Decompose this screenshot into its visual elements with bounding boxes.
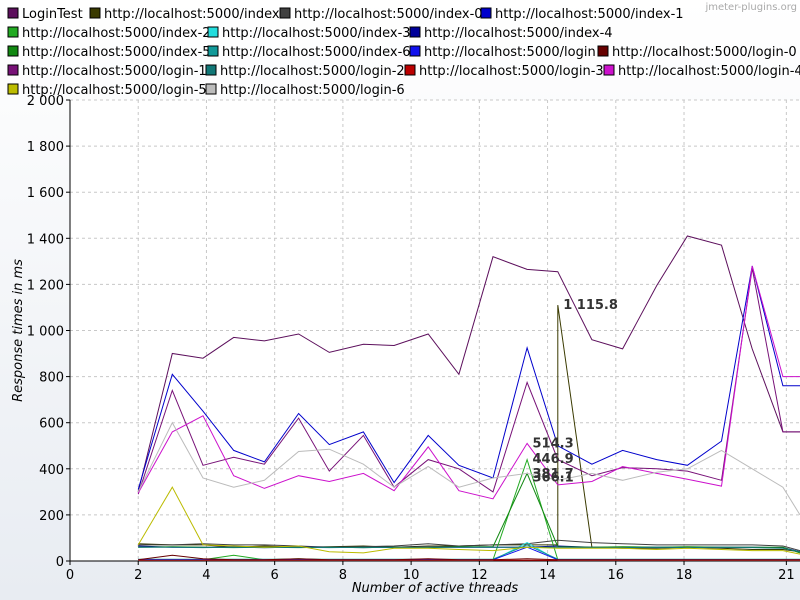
- series-line-8: [138, 544, 800, 560]
- legend-swatch: [404, 64, 416, 76]
- axes: 0 200 400 600 800 1 000 1 200 1 400 1 600 1 800 2 …: [27, 94, 800, 583]
- grid: [70, 99, 800, 561]
- legend-label: http://localhost:5000/login: [424, 45, 596, 60]
- x-tick-label: 4: [202, 568, 210, 583]
- series-line-12: [138, 546, 800, 553]
- legend-label: http://localhost:5000/login-6: [220, 83, 405, 98]
- series-line-15: [137, 486, 800, 555]
- y-tick-label: 1 000: [27, 325, 64, 340]
- series-line-0: [137, 235, 800, 493]
- series-line-14: [137, 265, 800, 500]
- legend-label: http://localhost:5000/index-0: [294, 7, 483, 22]
- legend-label: http://localhost:5000/login-3: [419, 64, 604, 79]
- watermark: jmeter-plugins.org: [704, 2, 797, 13]
- x-tick-label: 2: [134, 568, 142, 583]
- legend-label: http://localhost:5000/index-2: [22, 26, 211, 41]
- legend-swatch: [409, 26, 421, 38]
- legend-label: http://localhost:5000/index-4: [424, 26, 613, 41]
- y-tick-label: 1 800: [27, 140, 64, 155]
- x-tick-label: 8: [339, 568, 347, 583]
- legend: LoginTest http://localhost:5000/index http…: [7, 7, 800, 98]
- y-tick-label: 1 200: [27, 278, 64, 293]
- series-line-11: [137, 268, 800, 495]
- legend-label: http://localhost:5000/index-3: [222, 26, 411, 41]
- y-tick-label: 600: [39, 417, 64, 432]
- legend-swatch: [279, 7, 291, 19]
- series-line-2: [138, 539, 800, 552]
- legend-label: http://localhost:5000/login-2: [220, 64, 405, 79]
- series-line-3: [137, 265, 800, 490]
- legend-swatch: [7, 64, 19, 76]
- y-tick-label: 800: [39, 371, 64, 386]
- legend-label: http://localhost:5000/index-1: [495, 7, 684, 22]
- legend-swatch: [207, 26, 219, 38]
- x-tick-label: 6: [271, 568, 279, 583]
- x-tick-label: 14: [539, 568, 556, 583]
- x-tick-label: 0: [66, 568, 74, 583]
- y-tick-label: 400: [39, 463, 64, 478]
- x-tick-label: 10: [403, 568, 420, 583]
- legend-swatch: [205, 83, 217, 95]
- x-tick-label: 12: [471, 568, 488, 583]
- legend-swatch: [207, 45, 219, 57]
- legend-swatch: [480, 7, 492, 19]
- legend-label: LoginTest: [22, 7, 83, 22]
- y-tick-label: 2 000: [27, 94, 64, 109]
- legend-swatch: [597, 45, 609, 57]
- legend-swatch: [7, 45, 19, 57]
- legend-swatch: [7, 26, 19, 38]
- legend-label: http://localhost:5000/index-5: [22, 45, 211, 60]
- y-tick-label: 200: [39, 509, 64, 524]
- legend-swatch: [409, 45, 421, 57]
- legend-label: http://localhost:5000/login-1: [22, 64, 207, 79]
- legend-label: http://localhost:5000/index-6: [222, 45, 411, 60]
- data-label: 446.9: [533, 452, 574, 467]
- legend-swatch: [603, 64, 615, 76]
- series-lines: [137, 235, 800, 561]
- legend-swatch: [7, 7, 19, 19]
- legend-label: http://localhost:5000/login-5: [22, 83, 207, 98]
- legend-label: http://localhost:5000/login-0: [612, 45, 797, 60]
- legend-swatch: [205, 64, 217, 76]
- data-label: 366.1: [533, 471, 574, 486]
- x-tick-label: 18: [676, 568, 693, 583]
- x-tick-label: 16: [608, 568, 625, 583]
- y-tick-label: 0: [56, 555, 64, 570]
- data-label: 1 115.8: [563, 298, 618, 313]
- legend-swatch: [7, 83, 19, 95]
- x-axis-title: Number of active threads: [352, 581, 519, 596]
- y-axis-title: Response times in ms: [11, 259, 26, 402]
- x-tick-label: 21: [778, 568, 795, 583]
- legend-label: http://localhost:5000/index: [104, 7, 280, 22]
- legend-label: http://localhost:5000/login-4: [618, 64, 800, 79]
- y-tick-label: 1 600: [27, 186, 64, 201]
- data-label: 514.3: [533, 436, 574, 451]
- y-tick-label: 1 400: [27, 232, 64, 247]
- series-line-16: [137, 421, 800, 516]
- legend-swatch: [89, 7, 101, 19]
- data-label: 381.7: [533, 467, 574, 482]
